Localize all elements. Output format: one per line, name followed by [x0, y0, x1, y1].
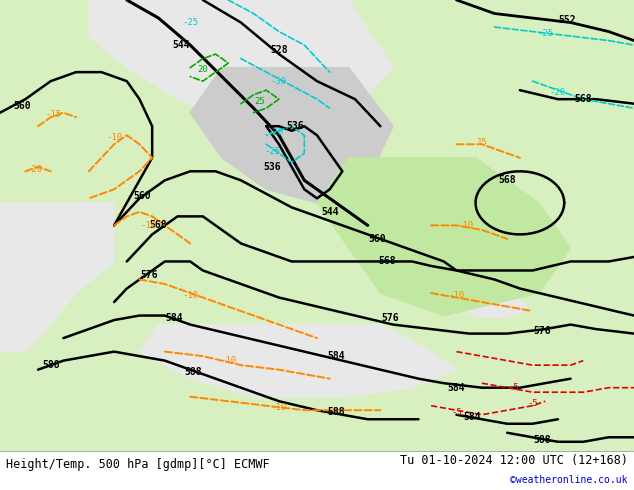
Text: -10: -10 [106, 133, 122, 142]
Text: -10: -10 [220, 356, 236, 365]
Text: 560: 560 [13, 101, 31, 111]
Text: 544: 544 [321, 207, 339, 217]
Text: -25: -25 [182, 18, 198, 27]
Text: -10: -10 [458, 221, 474, 230]
Text: -25: -25 [537, 29, 553, 38]
Text: 528: 528 [270, 45, 288, 54]
Text: 584: 584 [448, 383, 465, 392]
Text: 536: 536 [286, 121, 304, 131]
Text: 15: 15 [477, 138, 487, 147]
Text: -10: -10 [182, 291, 198, 300]
Text: 576: 576 [140, 270, 158, 280]
Polygon shape [0, 203, 114, 352]
Text: 544: 544 [172, 40, 190, 50]
Polygon shape [139, 324, 456, 397]
Polygon shape [89, 0, 393, 135]
Text: 568: 568 [150, 220, 167, 230]
Text: -20: -20 [268, 128, 284, 138]
Text: 536: 536 [264, 162, 281, 172]
Text: 576: 576 [381, 313, 399, 323]
Text: 560: 560 [134, 191, 152, 201]
Text: 25: 25 [255, 97, 265, 106]
Text: -15: -15 [46, 110, 62, 120]
Text: 588: 588 [184, 367, 202, 377]
Text: -25: -25 [264, 147, 281, 155]
Text: -5: -5 [508, 383, 519, 392]
Text: 568: 568 [498, 175, 516, 185]
Polygon shape [190, 68, 393, 203]
Text: -20: -20 [550, 88, 566, 97]
Text: 568: 568 [378, 256, 396, 267]
Text: -10: -10 [141, 221, 157, 230]
Text: 576: 576 [533, 326, 551, 336]
Polygon shape [317, 158, 571, 316]
Text: 588: 588 [327, 408, 345, 417]
Text: 588: 588 [533, 435, 551, 444]
Text: 588: 588 [42, 360, 60, 370]
Text: ©weatheronline.co.uk: ©weatheronline.co.uk [510, 475, 628, 485]
Text: 568: 568 [574, 94, 592, 104]
Text: 584: 584 [327, 351, 345, 361]
Text: -20: -20 [27, 165, 43, 173]
Text: -5: -5 [451, 408, 462, 417]
Text: 20: 20 [198, 65, 208, 74]
Text: Tu 01-10-2024 12:00 UTC (12+168): Tu 01-10-2024 12:00 UTC (12+168) [399, 454, 628, 467]
Text: -10: -10 [448, 291, 465, 300]
Text: -10: -10 [271, 403, 287, 413]
Text: Height/Temp. 500 hPa [gdmp][°C] ECMWF: Height/Temp. 500 hPa [gdmp][°C] ECMWF [6, 458, 270, 471]
Text: 584: 584 [165, 313, 183, 323]
Text: 552: 552 [559, 15, 576, 25]
Text: -30: -30 [271, 76, 287, 86]
Ellipse shape [463, 295, 526, 318]
Text: 584: 584 [463, 412, 481, 422]
Text: 560: 560 [368, 234, 386, 244]
Text: -5: -5 [527, 399, 538, 408]
